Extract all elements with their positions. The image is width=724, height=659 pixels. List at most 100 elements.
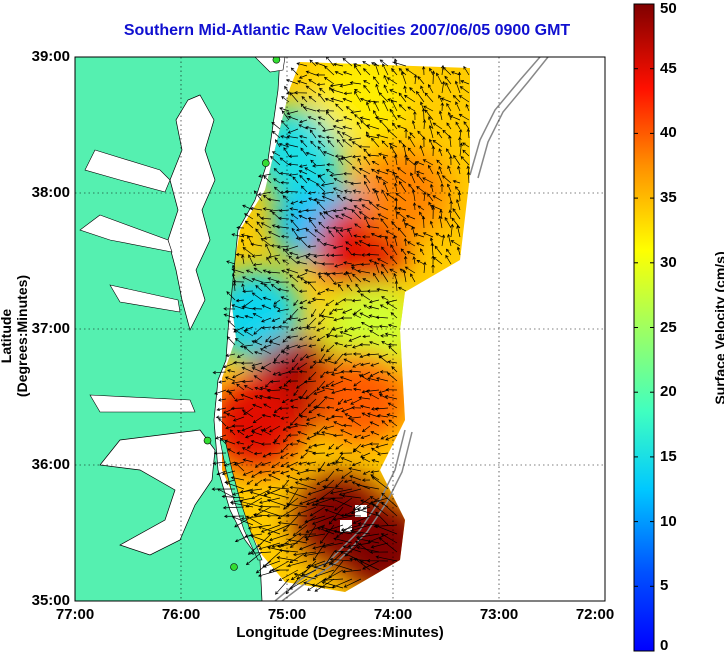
velocity-arrow xyxy=(343,171,353,176)
velocity-arrow xyxy=(278,406,290,411)
velocity-arrow xyxy=(280,120,290,130)
velocity-arrow xyxy=(240,515,263,521)
velocity-arrow xyxy=(350,398,362,405)
velocity-arrow xyxy=(450,223,454,238)
velocity-arrow xyxy=(316,109,326,113)
velocity-arrow xyxy=(325,169,335,175)
velocity-arrow xyxy=(436,159,443,166)
velocity-arrow xyxy=(447,233,452,247)
velocity-arrow xyxy=(390,312,398,319)
velocity-arrow xyxy=(292,551,317,557)
velocity-arrow xyxy=(251,254,263,258)
velocity-arrow xyxy=(362,470,371,475)
velocity-arrow xyxy=(288,173,299,177)
velocity-arrow xyxy=(432,256,443,265)
velocity-arrow xyxy=(297,506,317,515)
velocity-arrow xyxy=(304,125,317,130)
velocity-arrow xyxy=(262,560,281,568)
velocity-arrow xyxy=(354,90,362,103)
velocity-arrow xyxy=(407,147,416,157)
velocity-arrow xyxy=(313,432,326,436)
velocity-arrow xyxy=(241,366,254,373)
velocity-arrow xyxy=(286,110,299,115)
velocity-arrow xyxy=(360,443,371,448)
velocity-arrow xyxy=(312,451,326,456)
velocity-arrow xyxy=(449,200,453,211)
velocity-arrow xyxy=(299,335,308,341)
velocity-arrow xyxy=(315,73,326,77)
velocity-arrow xyxy=(314,569,335,578)
velocity-arrow xyxy=(289,92,299,103)
velocity-arrow xyxy=(378,355,389,364)
velocity-arrow xyxy=(269,533,290,542)
velocity-arrow xyxy=(262,207,272,211)
velocity-arrow xyxy=(374,62,380,76)
velocity-arrow xyxy=(334,70,344,76)
velocity-arrow xyxy=(213,451,227,456)
velocity-arrow xyxy=(218,417,227,427)
velocity-arrow xyxy=(282,479,290,489)
velocity-arrow xyxy=(239,488,263,494)
velocity-arrow xyxy=(445,248,452,256)
velocity-arrow xyxy=(355,283,362,292)
velocity-arrow xyxy=(271,151,281,157)
colorbar-tick-label: 35 xyxy=(660,189,677,207)
velocity-arrow xyxy=(289,452,299,457)
velocity-arrow xyxy=(390,99,398,112)
velocity-arrow xyxy=(361,235,371,239)
velocity-arrow xyxy=(285,578,299,595)
velocity-arrow xyxy=(251,292,263,301)
velocity-arrow xyxy=(305,353,317,359)
velocity-arrow xyxy=(340,316,352,320)
velocity-arrow xyxy=(375,511,389,526)
velocity-arrow xyxy=(430,183,434,193)
velocity-arrow xyxy=(431,263,435,273)
velocity-arrow xyxy=(289,578,308,590)
velocity-arrow xyxy=(458,128,463,139)
velocity-arrow xyxy=(417,130,425,139)
velocity-arrow xyxy=(466,171,471,184)
velocity-arrow xyxy=(385,230,398,238)
velocity-arrow xyxy=(404,153,408,166)
velocity-arrow xyxy=(393,182,398,193)
velocity-arrow xyxy=(243,385,254,391)
velocity-arrow xyxy=(261,317,272,323)
velocity-arrow xyxy=(358,197,371,202)
velocity-arrow xyxy=(316,413,326,418)
x-axis-label: Longitude (Degrees:Minutes) xyxy=(236,624,444,641)
velocity-arrow xyxy=(367,412,380,418)
velocity-arrow xyxy=(275,139,281,148)
velocity-arrow xyxy=(454,186,461,193)
velocity-arrow xyxy=(278,209,290,213)
velocity-arrow xyxy=(376,169,389,175)
velocity-arrow xyxy=(297,80,308,85)
velocity-arrow xyxy=(436,171,443,184)
velocity-arrow xyxy=(309,129,317,139)
velocity-arrow xyxy=(320,344,326,352)
velocity-arrow xyxy=(381,189,389,202)
velocity-arrow xyxy=(268,425,281,433)
velocity-arrow xyxy=(455,101,461,112)
velocity-arrow xyxy=(360,499,380,508)
velocity-arrow xyxy=(249,490,272,499)
velocity-arrow xyxy=(289,416,299,426)
colorbar-tick-label: 45 xyxy=(660,59,677,77)
velocity-arrow xyxy=(348,198,362,203)
velocity-arrow xyxy=(347,228,353,238)
velocity-arrow xyxy=(343,479,353,484)
velocity-arrow xyxy=(236,451,245,455)
velocity-arrow xyxy=(289,442,299,446)
velocity-arrow xyxy=(306,177,317,184)
velocity-arrow xyxy=(280,296,290,301)
velocity-arrow xyxy=(366,101,371,112)
velocity-arrow xyxy=(212,370,227,375)
velocity-arrow xyxy=(222,362,236,369)
velocity-arrow xyxy=(325,333,335,337)
velocity-arrow xyxy=(387,342,398,347)
velocity-arrow xyxy=(308,197,317,202)
velocity-arrow xyxy=(349,529,371,535)
velocity-arrow xyxy=(413,74,418,85)
velocity-arrow xyxy=(272,413,281,418)
velocity-arrow xyxy=(288,154,299,159)
velocity-arrow xyxy=(242,204,254,211)
